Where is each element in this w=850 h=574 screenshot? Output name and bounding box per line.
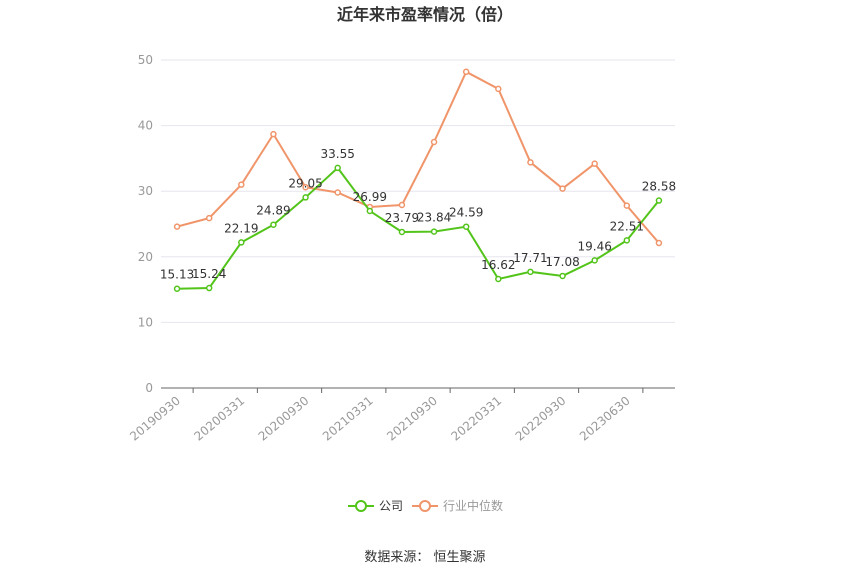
legend-label: 公司 bbox=[379, 499, 403, 513]
data-label: 29.05 bbox=[288, 176, 322, 190]
y-tick-label: 30 bbox=[138, 184, 153, 198]
data-point bbox=[527, 268, 534, 276]
data-label: 33.55 bbox=[321, 147, 355, 161]
series-line-0 bbox=[177, 166, 660, 290]
data-label: 19.46 bbox=[578, 239, 612, 253]
data-point bbox=[527, 159, 534, 166]
data-point bbox=[302, 194, 309, 201]
x-tick-label: 20210930 bbox=[384, 394, 440, 444]
x-tick-label: 20230630 bbox=[577, 394, 633, 444]
data-point bbox=[559, 185, 566, 192]
legend-item-1[interactable]: 行业中位数 bbox=[412, 498, 503, 513]
y-tick-label: 50 bbox=[138, 53, 153, 67]
data-point bbox=[655, 197, 663, 204]
data-point bbox=[462, 68, 470, 76]
x-tick-label: 20190930 bbox=[127, 394, 183, 444]
data-point bbox=[623, 202, 631, 209]
data-point bbox=[495, 275, 502, 283]
y-axis: 0 10 20 30 40 50 bbox=[138, 53, 153, 395]
data-label: 23.84 bbox=[417, 211, 451, 225]
data-point bbox=[238, 239, 245, 246]
legend-marker bbox=[419, 500, 431, 512]
series-line-1 bbox=[176, 70, 660, 244]
x-tick-label: 20220930 bbox=[513, 394, 569, 444]
data-point bbox=[591, 160, 598, 167]
data-label: 24.59 bbox=[449, 206, 483, 220]
data-point bbox=[334, 164, 341, 172]
data-label: 17.71 bbox=[513, 251, 547, 265]
data-point bbox=[398, 201, 406, 209]
y-tick-label: 10 bbox=[138, 315, 153, 329]
x-axis: 20190930 20200331 20200930 20210331 20210930… bbox=[127, 387, 675, 444]
data-point bbox=[430, 138, 438, 146]
data-point bbox=[591, 257, 598, 264]
legend-item-0[interactable]: 公司 bbox=[348, 499, 403, 513]
x-tick-label: 20220331 bbox=[448, 394, 504, 444]
legend-marker bbox=[355, 500, 367, 512]
data-point bbox=[559, 272, 566, 280]
chart-title: 近年来市盈率情况（倍） bbox=[337, 5, 513, 24]
data-point bbox=[270, 221, 277, 228]
data-label: 17.08 bbox=[545, 255, 579, 269]
data-point bbox=[334, 189, 341, 196]
legend[interactable]: 公司 行业中位数 bbox=[348, 498, 503, 513]
data-label: 28.58 bbox=[642, 180, 676, 194]
data-point bbox=[623, 237, 631, 244]
series-lines bbox=[173, 68, 663, 292]
data-point bbox=[462, 223, 470, 230]
data-label: 22.19 bbox=[224, 221, 258, 235]
data-label: 16.62 bbox=[481, 258, 515, 272]
data-point bbox=[173, 223, 181, 230]
data-point bbox=[398, 228, 406, 236]
y-tick-label: 0 bbox=[145, 381, 153, 395]
legend-label: 行业中位数 bbox=[443, 498, 503, 513]
data-point bbox=[430, 228, 438, 235]
x-tick-label: 20200930 bbox=[256, 394, 312, 444]
data-label: 15.24 bbox=[192, 267, 226, 281]
x-tick-label: 20210331 bbox=[320, 394, 376, 444]
data-point bbox=[238, 181, 245, 188]
data-label: 15.13 bbox=[160, 268, 194, 282]
data-point bbox=[655, 239, 663, 247]
x-tick-label: 20200331 bbox=[191, 394, 247, 444]
y-tick-label: 20 bbox=[138, 250, 153, 264]
data-point bbox=[205, 284, 213, 292]
data-label: 23.79 bbox=[385, 211, 419, 225]
data-label: 24.89 bbox=[256, 204, 290, 218]
data-source: 数据来源： 恒生聚源 bbox=[364, 550, 485, 565]
data-label: 22.51 bbox=[610, 219, 644, 233]
grid-lines bbox=[161, 59, 675, 323]
data-point bbox=[173, 285, 181, 292]
data-point bbox=[302, 184, 309, 191]
data-point bbox=[270, 130, 277, 138]
data-point bbox=[495, 85, 502, 93]
data-label: 26.99 bbox=[353, 190, 387, 204]
data-point bbox=[366, 207, 374, 215]
data-point bbox=[205, 214, 213, 222]
y-tick-label: 40 bbox=[138, 119, 153, 133]
